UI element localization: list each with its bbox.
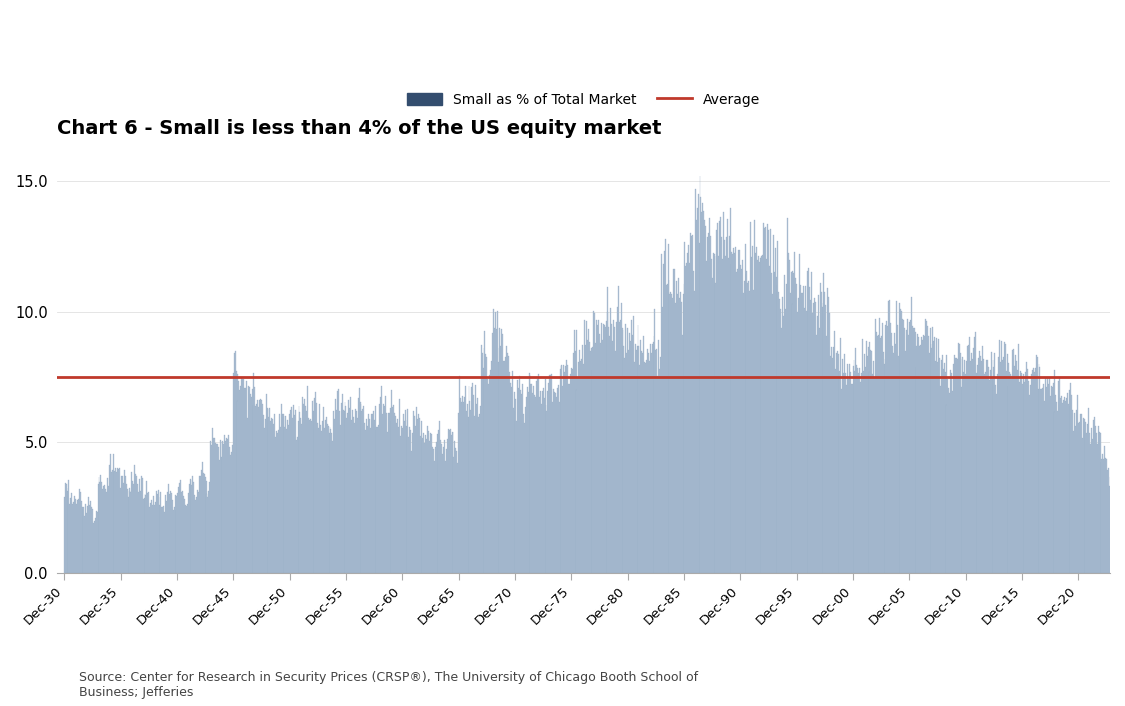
Legend: Small as % of Total Market, Average: Small as % of Total Market, Average [402,87,766,112]
Text: Chart 6 - Small is less than 4% of the US equity market: Chart 6 - Small is less than 4% of the U… [57,119,661,138]
Text: Source: Center for Research in Security Prices (CRSP®), The University of Chicag: Source: Center for Research in Security … [79,671,698,699]
